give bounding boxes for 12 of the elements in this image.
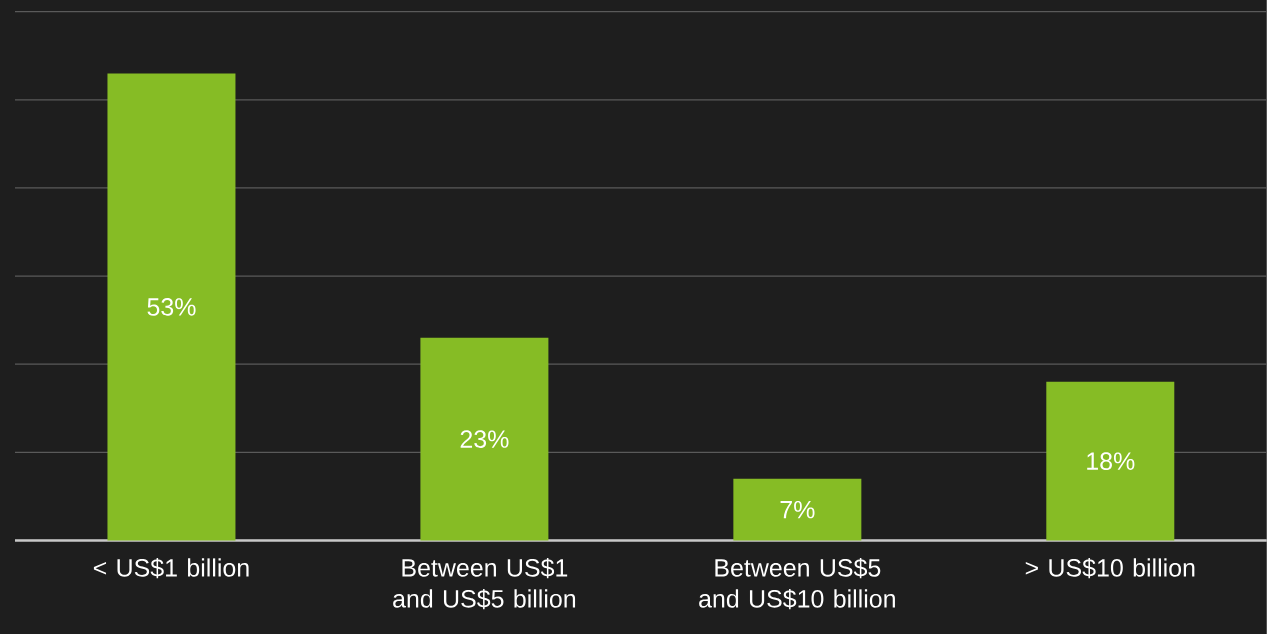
x-tick-label: > US$10 billion xyxy=(1025,557,1195,578)
x-tick-label: < US$1 billion xyxy=(93,557,249,578)
x-tick-label: Between US$1 and US$5 billion xyxy=(393,557,576,609)
data-label: 53% xyxy=(147,297,196,316)
data-label: 23% xyxy=(460,430,509,448)
data-label: 18% xyxy=(1087,452,1135,470)
x-tick-label: Between US$5 and US$10 billion xyxy=(699,557,895,609)
bar xyxy=(107,73,236,541)
bar xyxy=(420,337,549,541)
data-label: 7% xyxy=(780,500,815,519)
bar xyxy=(733,478,862,541)
bar xyxy=(1046,381,1175,541)
